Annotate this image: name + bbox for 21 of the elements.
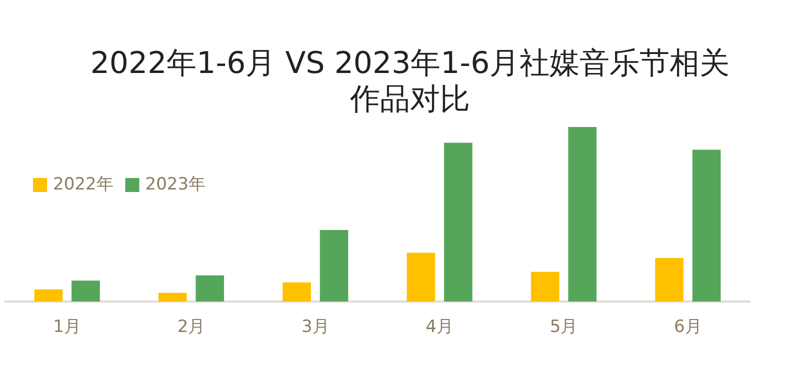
bar xyxy=(655,258,684,302)
x-tick-label: 1月 xyxy=(53,317,81,338)
bar xyxy=(320,230,348,302)
bar xyxy=(72,280,100,302)
legend-label: 2022年 xyxy=(53,174,114,194)
bar xyxy=(444,142,472,302)
bar xyxy=(406,252,436,302)
bar xyxy=(34,289,63,302)
bar xyxy=(530,272,560,302)
legend-label: 2023年 xyxy=(145,174,206,194)
bar xyxy=(158,292,187,302)
x-tick-label: 3月 xyxy=(302,317,330,338)
bar xyxy=(692,150,721,302)
bar xyxy=(282,282,311,302)
bar xyxy=(196,275,224,302)
x-tick-label: 6月 xyxy=(674,317,702,338)
x-tick-label: 2月 xyxy=(177,317,206,338)
x-tick-label: 4月 xyxy=(426,317,454,338)
x-tick-label: 5月 xyxy=(550,317,578,338)
chart-title: 2022年1-6月 VS 2023年1-6月社媒音乐节相关作品对比 xyxy=(89,46,731,118)
bar xyxy=(568,127,597,302)
